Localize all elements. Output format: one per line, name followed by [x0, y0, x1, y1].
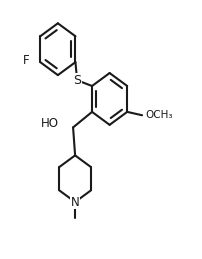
Text: HO: HO [41, 117, 59, 130]
Text: F: F [22, 54, 29, 67]
Text: S: S [73, 74, 81, 87]
Text: OCH₃: OCH₃ [145, 110, 172, 120]
Text: N: N [70, 196, 79, 208]
